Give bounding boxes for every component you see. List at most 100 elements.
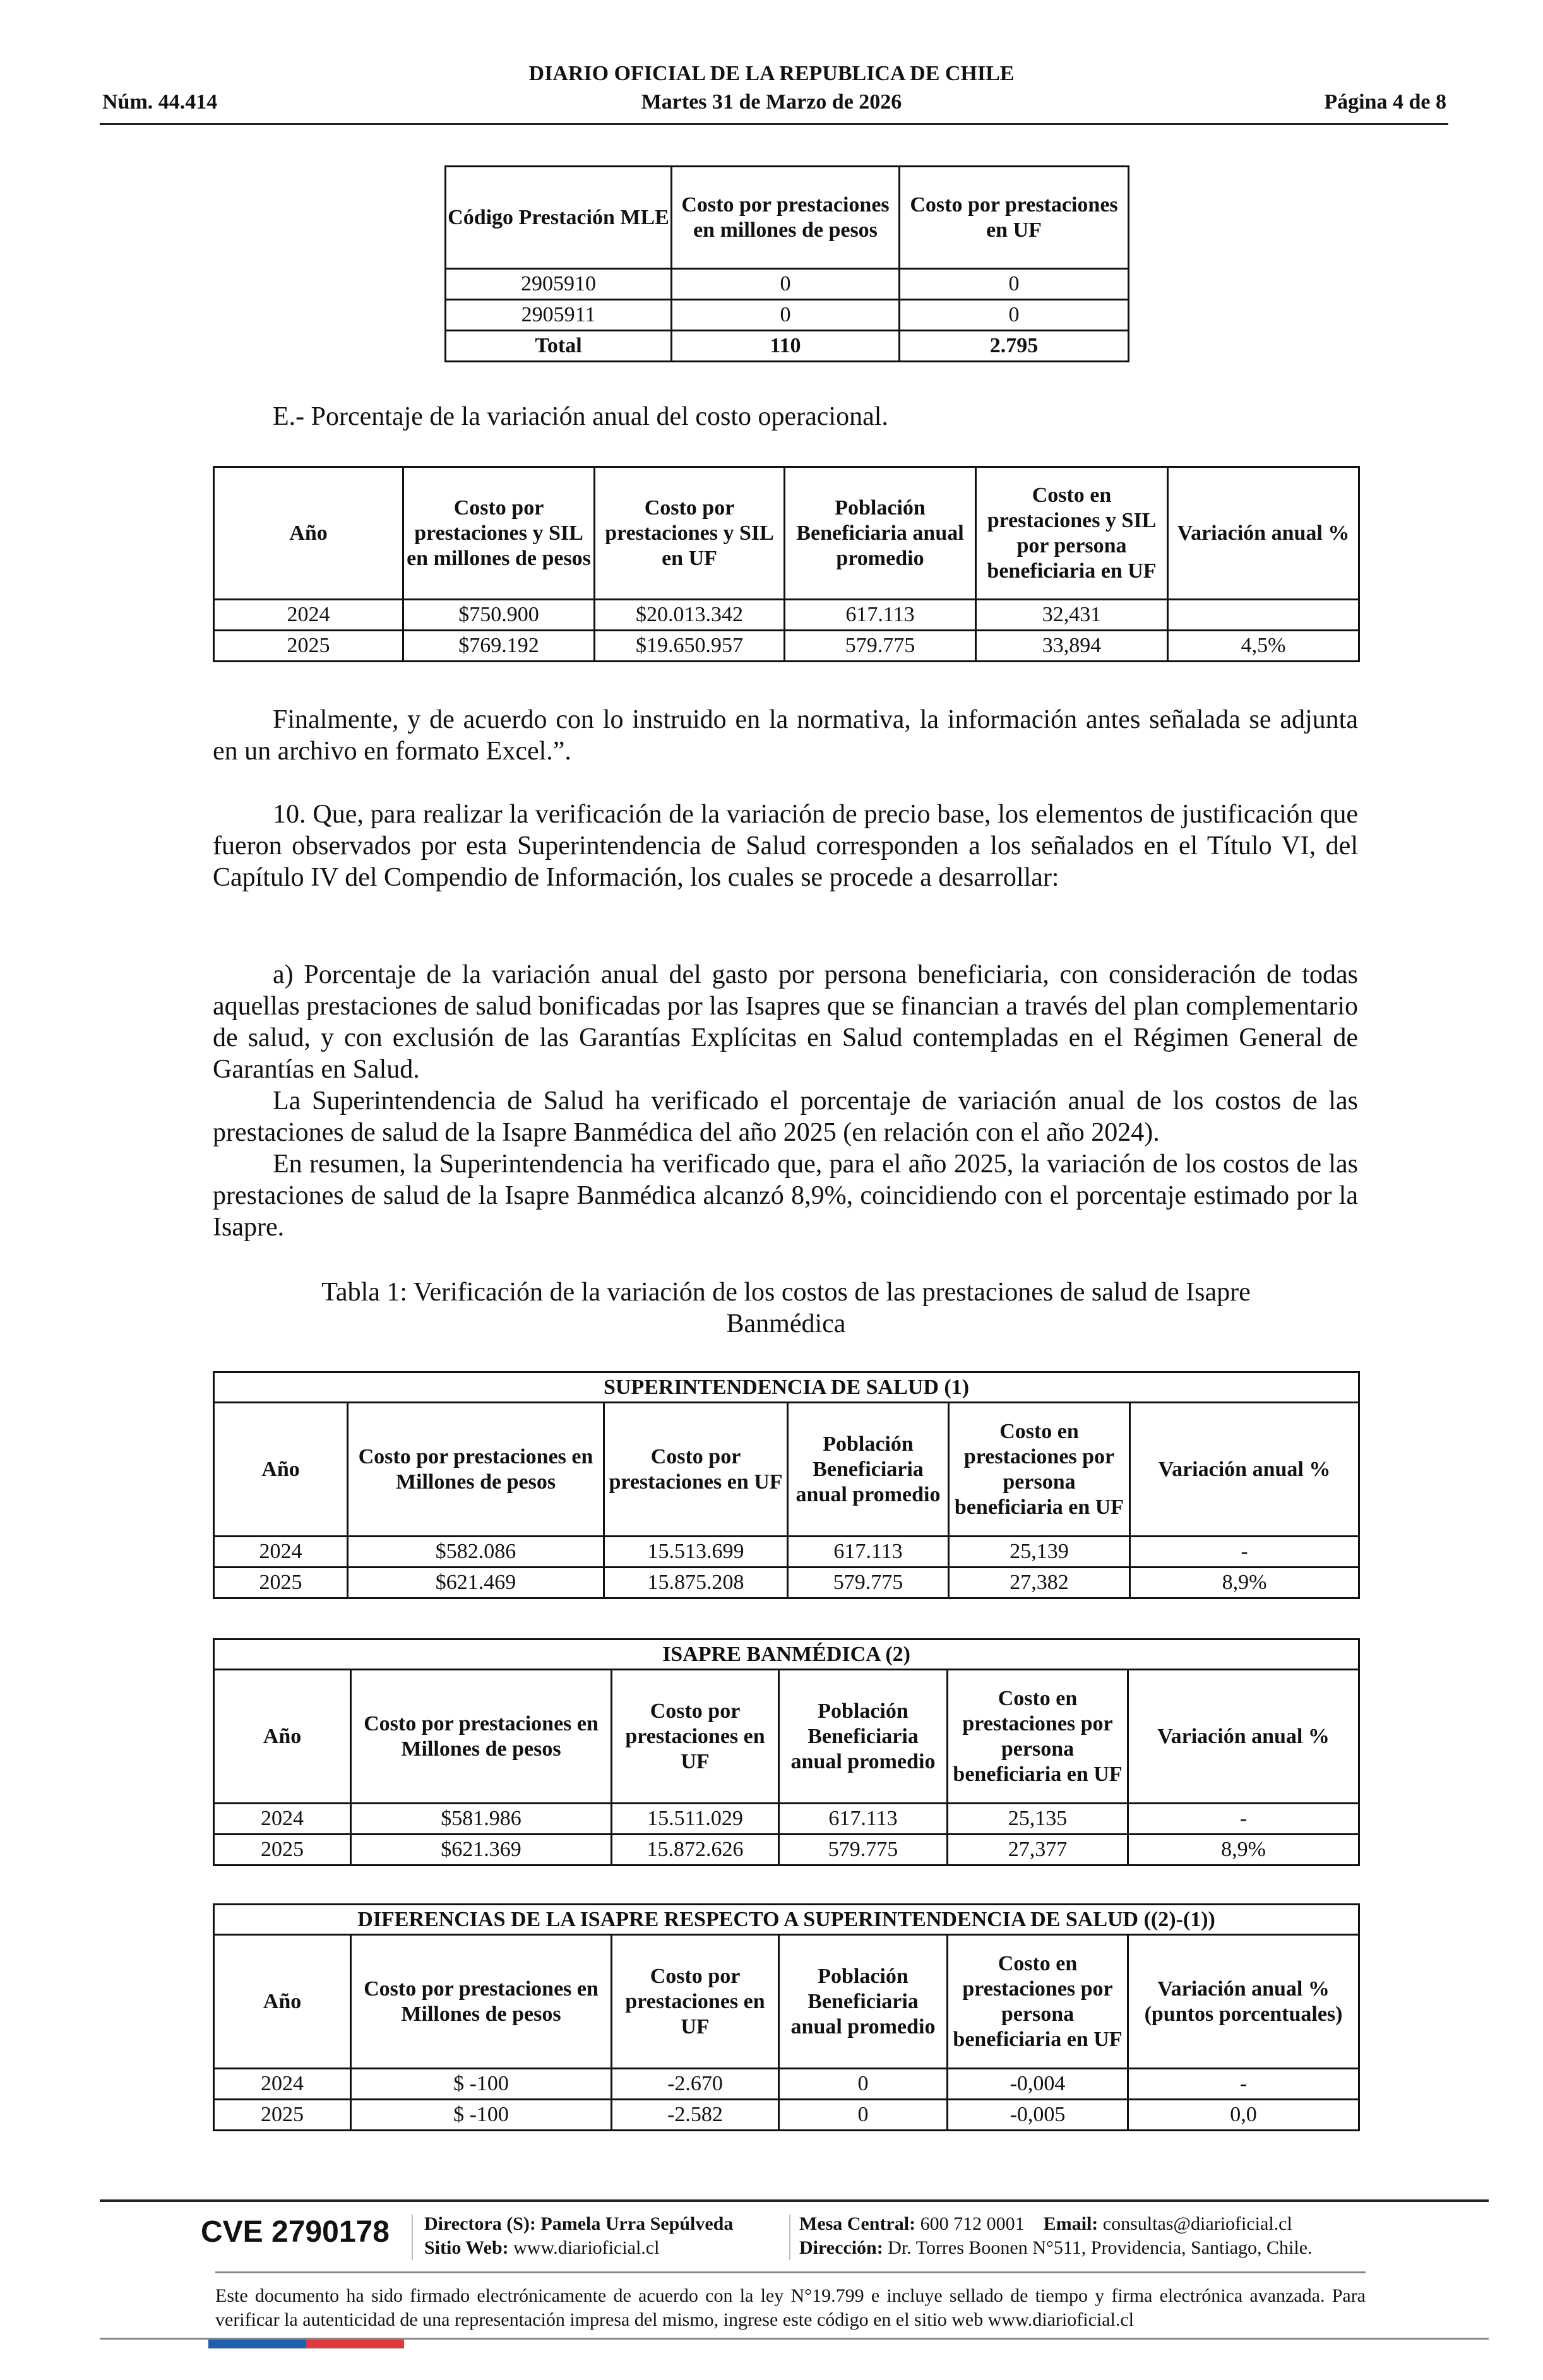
table-row: 2024 $ -100 -2.670 0 -0,004- [213, 2068, 1361, 2100]
cell: $581.986 [350, 1802, 612, 1835]
address: Dr. Torres Boonen N°511, Providencia, Sa… [888, 2237, 1313, 2258]
col-header: Variación anual % [1129, 1401, 1360, 1537]
cell: - [1129, 1535, 1360, 1568]
footer-contact: Mesa Central: 600 712 0001 Email: consul… [799, 2212, 1313, 2260]
cell: 2024 [213, 1802, 352, 1835]
col-header: Variación anual % (puntos porcentuales) [1126, 1934, 1361, 2069]
cell: $20.013.342 [593, 598, 785, 631]
cell: -0,005 [946, 2098, 1129, 2131]
cell: -2.670 [611, 2068, 780, 2100]
table-row: 2025 $621.369 15.872.626 579.775 27,377 8,9% [213, 1833, 1361, 1866]
footer-separator [789, 2215, 790, 2260]
footer-bottom-line [100, 2338, 1489, 2340]
flag-red-stripe [306, 2340, 404, 2348]
cell: 15.511.029 [611, 1802, 780, 1835]
table-title: SUPERINTENDENCIA DE SALUD (1) [213, 1371, 1360, 1403]
web-label: Sitio Web: [424, 2237, 509, 2258]
director-label: Directora (S): [424, 2213, 536, 2234]
cell: 32,431 [975, 598, 1169, 631]
col-header: Año [213, 1934, 352, 2069]
col-header: Código Prestación MLE [444, 165, 672, 270]
mesa-label: Mesa Central: [799, 2213, 916, 2234]
cell: $621.469 [347, 1566, 605, 1599]
cell: 2025 [213, 1566, 349, 1599]
paragraph-summary: En resumen, la Superintendencia ha verif… [213, 1150, 1358, 1242]
paragraph-finalmente: Finalmente, y de acuerdo con lo instruid… [213, 705, 1358, 766]
cell: 15.875.208 [603, 1566, 789, 1599]
cell: 617.113 [778, 1802, 948, 1835]
cell: 27,382 [948, 1566, 1131, 1599]
cell: 0 [670, 268, 900, 300]
flag-blue-stripe [208, 2340, 306, 2348]
email-link[interactable]: consultas@diarioficial.cl [1102, 2213, 1292, 2234]
col-header: Población Beneficiaria anual promedio [783, 466, 977, 600]
cell: $621.369 [350, 1833, 612, 1866]
col-header: Costo en prestaciones por persona benefi… [946, 1669, 1129, 1804]
header-divider [100, 123, 1448, 125]
cell: 33,894 [975, 629, 1169, 662]
cell: -0,004 [946, 2068, 1129, 2100]
footer-separator [412, 2215, 413, 2260]
col-header: Población Beneficiaria anual promedio [778, 1669, 948, 1804]
web-link[interactable]: www.diarioficial.cl [513, 2237, 660, 2258]
col-header: Costo por prestaciones en UF [611, 1934, 780, 2069]
col-header: Costo por prestaciones y SIL en UF [593, 466, 785, 600]
table-row: 2025 $ -100 -2.582 0 -0,005 0,0 [213, 2098, 1361, 2131]
col-header: Costo por prestaciones en Millones de pe… [350, 1934, 612, 2069]
cell: 2024 [213, 1535, 349, 1568]
page-number: Página 4 de 8 [1324, 90, 1446, 114]
col-header: Población Beneficiaria anual promedio [778, 1934, 948, 2069]
cell: 2025 [213, 2098, 352, 2131]
table-row: 2905910 0 0 [444, 268, 1129, 300]
cell: $750.900 [402, 598, 595, 631]
col-header: Variación anual % [1167, 466, 1360, 600]
table-caption: Tabla 1: Verificación de la variación de… [321, 1278, 1251, 1338]
cell: -2.582 [611, 2098, 780, 2131]
cell: 579.775 [778, 1833, 948, 1866]
cell: 2905911 [444, 299, 672, 331]
cve-code: CVE 2790178 [201, 2215, 390, 2249]
table-differences: DIFERENCIAS DE LA ISAPRE RESPECTO A SUPE… [212, 1903, 1361, 2131]
cell: - [1126, 2068, 1361, 2100]
table-row: 2024 $581.986 15.511.029 617.113 25,135- [213, 1802, 1361, 1835]
table-mle-costs: Código Prestación MLE Costo por prestaci… [444, 165, 1129, 362]
col-header: Año [213, 1401, 349, 1537]
table-row: 2024 $582.086 15.513.699 617.113 25,139- [213, 1535, 1360, 1568]
cell: 579.775 [783, 629, 977, 662]
cell: 25,139 [948, 1535, 1131, 1568]
cell: 579.775 [787, 1566, 950, 1599]
cell: 0 [898, 299, 1129, 331]
cell: 110 [670, 330, 900, 362]
cell: 15.513.699 [603, 1535, 789, 1568]
cell: $769.192 [402, 629, 595, 662]
mesa-phone: 600 712 0001 [920, 2213, 1025, 2234]
col-header: Año [213, 1669, 352, 1804]
cell: $ -100 [350, 2098, 612, 2131]
col-header: Costo por prestaciones en UF [603, 1401, 789, 1537]
cell: 25,135 [946, 1802, 1129, 1835]
col-header: Costo en prestaciones por persona benefi… [948, 1401, 1131, 1537]
col-header: Costo en prestaciones por persona benefi… [946, 1934, 1129, 2069]
cell: 0 [778, 2098, 948, 2131]
cell: 2.795 [898, 330, 1129, 362]
col-header: Costo por prestaciones en Millones de pe… [350, 1669, 612, 1804]
cell: 617.113 [783, 598, 977, 631]
col-header: Año [213, 466, 404, 600]
col-header: Costo por prestaciones en UF [898, 165, 1129, 270]
col-header: Población Beneficiaria anual promedio [787, 1401, 950, 1537]
col-header: Costo por prestaciones y SIL en millones… [402, 466, 595, 600]
table-title: ISAPRE BANMÉDICA (2) [212, 1638, 1361, 1670]
table-annual-variation: Año Costo por prestaciones y SIL en mill… [213, 466, 1360, 662]
section-e-heading: E.- Porcentaje de la variación anual del… [273, 402, 888, 431]
cell: 15.872.626 [611, 1833, 780, 1866]
cell: 0 [778, 2068, 948, 2100]
footer-gray-line [215, 2271, 1366, 2273]
col-header: Costo por prestaciones en Millones de pe… [347, 1401, 605, 1537]
cell: 0,0 [1126, 2098, 1361, 2131]
cell: - [1126, 1802, 1361, 1835]
cell: 2024 [213, 598, 404, 631]
footer-divider [100, 2199, 1489, 2202]
cell: 27,377 [946, 1833, 1129, 1866]
table-row: 2024 $750.900 $20.013.342 617.113 32,431 [213, 598, 1360, 631]
email-label: Email: [1043, 2213, 1099, 2234]
